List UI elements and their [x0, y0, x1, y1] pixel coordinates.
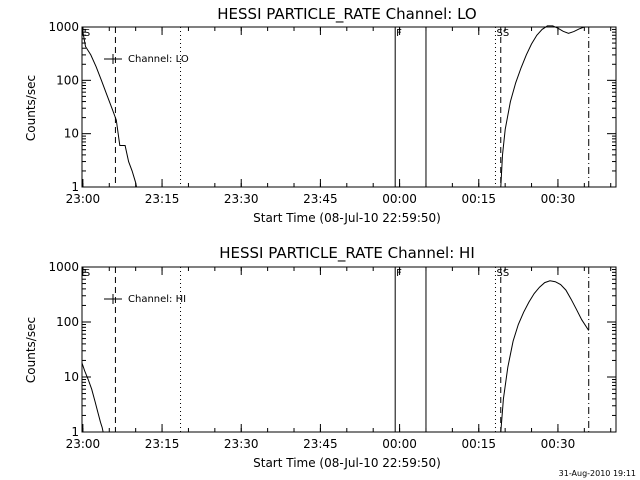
hi-chart-title: HESSI PARTICLE_RATE Channel: HI	[219, 244, 475, 263]
hi-x-axis-label: Start Time (08-Jul-10 22:59:50)	[253, 456, 441, 470]
hi-channel-panel: HESSI PARTICLE_RATE Channel: HI Start Ti…	[24, 244, 617, 470]
hi-x-tick-label: 00:00	[382, 437, 417, 451]
lo-flag-label: SS	[496, 28, 509, 39]
lo-x-tick-label: 23:45	[303, 192, 338, 206]
lo-legend-label: Channel: LO	[128, 54, 189, 65]
hi-y-tick-label: 1000	[48, 260, 79, 274]
hi-y-tick-label: 1	[71, 425, 79, 439]
hi-flag-label: SS	[496, 268, 509, 279]
hi-x-tick-label: 23:15	[145, 437, 180, 451]
hi-flag-label: S	[84, 268, 90, 279]
lo-plot-frame	[81, 26, 617, 188]
hi-y-tick-label: 100	[56, 315, 79, 329]
lo-y-tick-label: 1000	[48, 20, 79, 34]
lo-x-tick-label: 00:30	[541, 192, 576, 206]
hi-x-tick-label: 00:15	[461, 437, 496, 451]
lo-y-tick-label: 100	[56, 73, 79, 87]
lo-x-tick-label: 23:15	[145, 192, 180, 206]
hi-series-line	[81, 362, 104, 433]
lo-series-line	[500, 25, 589, 188]
lo-chart-title: HESSI PARTICLE_RATE Channel: LO	[217, 5, 476, 24]
lo-flag-label: F	[396, 28, 402, 39]
lo-x-tick-label: 00:15	[461, 192, 496, 206]
hi-x-tick-label: 23:30	[224, 437, 259, 451]
hi-x-tick-label: 00:30	[541, 437, 576, 451]
hi-x-tick-label: 23:45	[303, 437, 338, 451]
lo-x-tick-label: 23:30	[224, 192, 259, 206]
lo-series-line	[81, 26, 137, 188]
lo-x-tick-label: 00:00	[382, 192, 417, 206]
lo-x-axis-label: Start Time (08-Jul-10 22:59:50)	[253, 211, 441, 225]
hi-series-line	[500, 280, 590, 433]
lo-y-axis-label: Counts/sec	[24, 75, 38, 141]
lo-y-tick-label: 10	[64, 127, 79, 141]
hi-plot-frame	[81, 266, 617, 433]
plot-timestamp: 31-Aug-2010 19:11	[559, 469, 636, 478]
lo-channel-panel: HESSI PARTICLE_RATE Channel: LO Start Ti…	[24, 5, 617, 225]
hi-y-tick-label: 10	[64, 370, 79, 384]
lo-y-tick-label: 1	[71, 180, 79, 194]
hi-legend-label: Channel: HI	[128, 294, 186, 305]
hi-y-axis-label: Counts/sec	[24, 317, 38, 383]
hi-flag-label: F	[396, 268, 402, 279]
lo-flag-label: S	[84, 28, 90, 39]
hi-x-tick-label: 23:00	[66, 437, 101, 451]
lo-x-tick-label: 23:00	[66, 192, 101, 206]
